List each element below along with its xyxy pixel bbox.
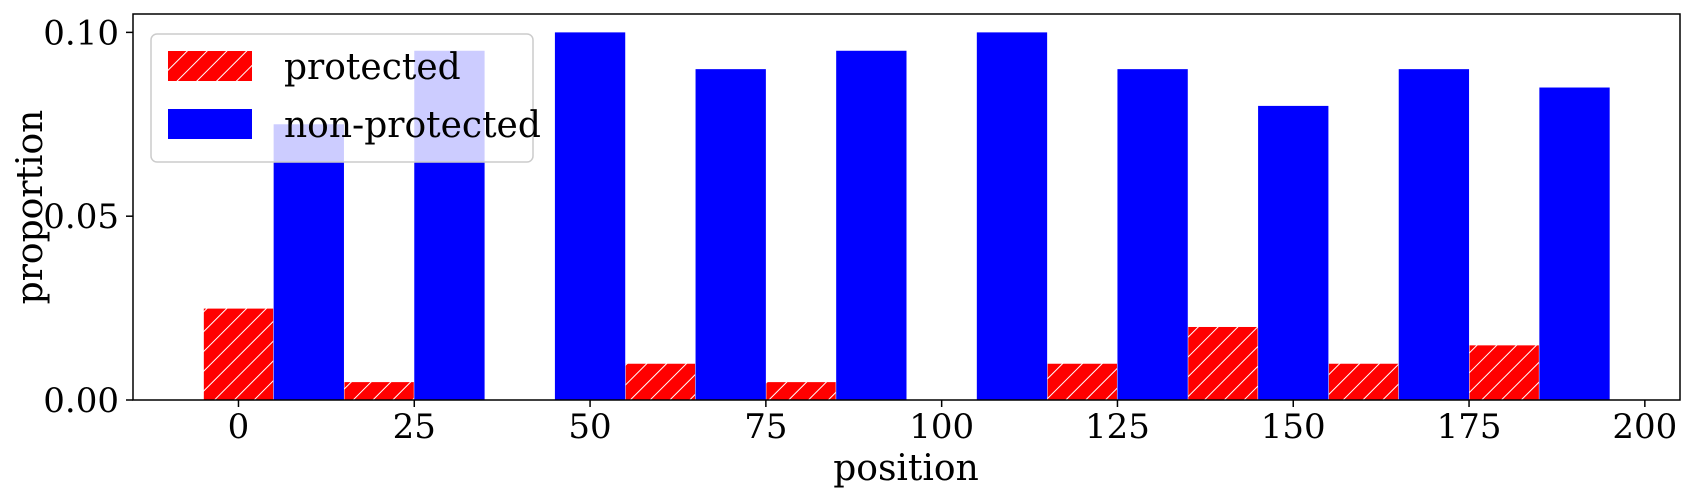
x-tick-label-8: 200 (1612, 407, 1677, 447)
bar-non-protected-3 (695, 69, 766, 400)
x-tick-label-4: 100 (909, 407, 974, 447)
bar-protected-3 (624, 362, 697, 401)
x-axis-label: position (833, 448, 979, 489)
bar-non-protected-9 (1539, 87, 1610, 401)
bar-protected-6 (1046, 362, 1118, 401)
bar-non-protected-2 (554, 32, 626, 400)
legend: protected non-protected (150, 33, 541, 163)
legend-label-non-protected: non-protected (284, 105, 541, 146)
bar-protected-7 (1187, 325, 1259, 401)
x-tick-label-7: 175 (1437, 407, 1502, 447)
bar-protected-9 (1468, 344, 1540, 401)
bar-protected-8 (1327, 362, 1400, 401)
y-tick-label-0: 0.00 (43, 381, 119, 421)
y-tick-label-2: 0.10 (43, 13, 119, 53)
x-tick-label-0: 0 (228, 407, 250, 447)
bar-non-protected-8 (1398, 69, 1470, 400)
bar-non-protected-7 (1258, 105, 1329, 401)
x-tick-label-2: 50 (568, 407, 611, 447)
bar-non-protected-6 (1117, 69, 1188, 400)
x-tick-label-5: 125 (1085, 407, 1150, 447)
x-tick-label-3: 75 (744, 407, 787, 447)
x-axis-ticks: 0 25 50 75 100 125 150 175 200 (228, 400, 1677, 447)
bar-non-protected-4 (836, 50, 907, 400)
y-axis-ticks: 0.00 0.05 0.10 (43, 13, 133, 421)
bar-non-protected-5 (976, 32, 1048, 400)
y-axis-label: proportion (10, 110, 51, 305)
bar-protected-1 (343, 381, 415, 401)
bar-protected-0 (202, 307, 275, 401)
bar-protected-4 (765, 381, 837, 401)
legend-swatch-protected (168, 51, 252, 81)
bar-non-protected-0 (273, 124, 344, 400)
x-tick-label-1: 25 (393, 407, 436, 447)
x-tick-label-6: 150 (1261, 407, 1326, 447)
y-tick-label-1: 0.05 (43, 197, 119, 237)
legend-label-protected: protected (284, 47, 461, 88)
plot-frame (132, 13, 1681, 401)
legend-swatch-non-protected (168, 109, 252, 139)
bars-layer (202, 32, 1610, 401)
